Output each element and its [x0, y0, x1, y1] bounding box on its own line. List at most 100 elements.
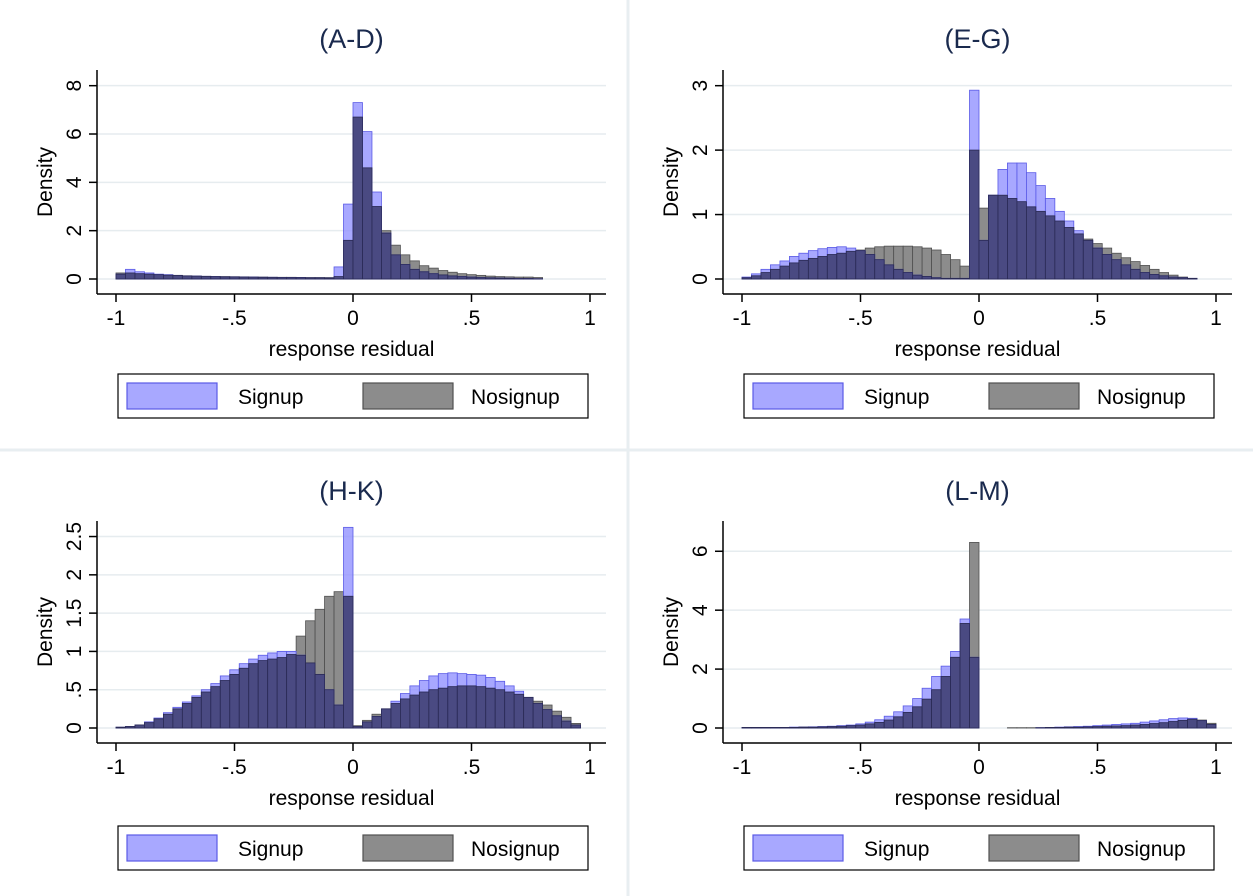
legend-swatch-nosignup — [362, 382, 454, 410]
bar-overlap — [333, 276, 344, 280]
bar-overlap — [162, 713, 174, 729]
bar-overlap — [219, 276, 231, 280]
bar-overlap — [1044, 215, 1056, 280]
bar-overlap — [912, 274, 923, 280]
legend-swatch-signup — [752, 834, 844, 862]
legend-swatch-signup — [752, 382, 844, 410]
y-tick-label: 6 — [689, 545, 712, 557]
bar-overlap — [1092, 726, 1103, 729]
bar-overlap — [1054, 220, 1065, 280]
bar-overlap — [959, 623, 970, 729]
bar-overlap — [362, 721, 373, 729]
bar-overlap — [826, 726, 838, 729]
bar-overlap — [286, 654, 297, 729]
x-axis-label: response residual — [269, 787, 435, 810]
bar-overlap — [1149, 723, 1160, 729]
legend-label-signup: Signup — [864, 838, 929, 861]
x-tick-label: .5 — [463, 756, 481, 779]
bar-overlap — [1063, 227, 1075, 280]
bar-overlap — [969, 656, 980, 729]
bar-overlap — [988, 194, 999, 280]
bar-overlap — [485, 687, 496, 729]
bar-overlap — [210, 276, 221, 280]
bar-overlap — [1139, 724, 1151, 729]
bar-overlap — [428, 689, 439, 729]
y-axis-label: Density — [34, 146, 57, 217]
bar-overlap — [172, 708, 183, 729]
bar-overlap — [305, 277, 316, 280]
y-tick-label: 1 — [63, 646, 86, 658]
bar-overlap — [902, 272, 914, 280]
bar-overlap — [181, 275, 193, 280]
bar-overlap — [276, 277, 288, 280]
bar-overlap — [456, 685, 468, 729]
bar-overlap — [125, 272, 136, 280]
bar-overlap — [447, 275, 458, 280]
bar-overlap — [921, 276, 932, 280]
x-tick-label: 0 — [973, 307, 985, 330]
y-tick-label: 2 — [63, 569, 86, 581]
bar-overlap — [390, 254, 401, 280]
bar-overlap — [912, 706, 923, 729]
bar-overlap — [561, 720, 572, 729]
bar-overlap — [475, 686, 487, 729]
bar-nosignup — [959, 265, 970, 280]
bar-overlap — [409, 268, 420, 280]
bar-nosignup — [921, 247, 932, 280]
bar-overlap — [1111, 259, 1122, 280]
y-tick-label: 2 — [689, 144, 712, 156]
y-tick-label: 3 — [689, 80, 712, 92]
bar-overlap — [144, 722, 155, 729]
bar-overlap — [153, 274, 164, 280]
bar-overlap — [940, 277, 951, 280]
bar-overlap — [200, 275, 212, 280]
x-tick-label: 1 — [1210, 756, 1222, 779]
bar-overlap — [333, 704, 344, 729]
x-axis-label: response residual — [895, 338, 1061, 361]
panel-h-k: 0 .5 1 1.5 2 2.5 -1 -.5 0 .5 1 (H-K) response residu… — [34, 476, 606, 871]
bar-overlap — [381, 708, 392, 729]
bar-overlap — [1054, 727, 1065, 729]
legend: Signup Nosignup — [117, 373, 589, 419]
bar-overlap — [494, 277, 506, 280]
bar-overlap — [286, 277, 297, 280]
x-tick-label: 0 — [347, 756, 359, 779]
y-tick-label: 0 — [63, 722, 86, 734]
legend-swatch-nosignup — [362, 834, 454, 862]
bar-overlap — [238, 276, 250, 280]
bar-overlap — [1007, 198, 1018, 280]
bar-overlap — [770, 268, 781, 280]
bar-overlap — [1168, 276, 1179, 280]
bar-overlap — [921, 698, 932, 729]
bar-overlap — [200, 691, 212, 729]
bar-overlap — [314, 673, 325, 729]
bar-overlap — [115, 726, 126, 729]
bar-overlap — [1120, 264, 1132, 280]
bar-overlap — [191, 696, 202, 729]
bar-overlap — [1035, 210, 1046, 280]
bar-overlap — [324, 689, 335, 729]
bar-overlap — [257, 276, 269, 280]
bar-overlap — [1120, 725, 1132, 729]
panel-a-d: 0 2 4 6 8 -1 -.5 0 .5 1 (A-D) response residual Dens… — [34, 24, 606, 419]
bar-overlap — [1044, 727, 1056, 729]
legend-swatch-signup — [126, 834, 218, 862]
bar-overlap — [779, 265, 790, 280]
bar-overlap — [229, 673, 240, 729]
bar-overlap — [798, 259, 809, 280]
bar-overlap — [817, 256, 828, 280]
bar-overlap — [798, 726, 809, 729]
y-tick-label: 2 — [689, 663, 712, 675]
bar-overlap — [191, 275, 202, 280]
y-tick-label: 1.5 — [63, 599, 86, 628]
bar-overlap — [229, 276, 240, 280]
bar-overlap — [751, 727, 762, 729]
bar-overlap — [807, 257, 819, 280]
bar-overlap — [134, 273, 145, 280]
y-tick-label: 4 — [689, 604, 712, 616]
legend-swatch-nosignup — [988, 834, 1080, 862]
bar-overlap — [883, 719, 895, 729]
bar-nosignup — [912, 246, 923, 280]
bar-overlap — [371, 716, 382, 729]
